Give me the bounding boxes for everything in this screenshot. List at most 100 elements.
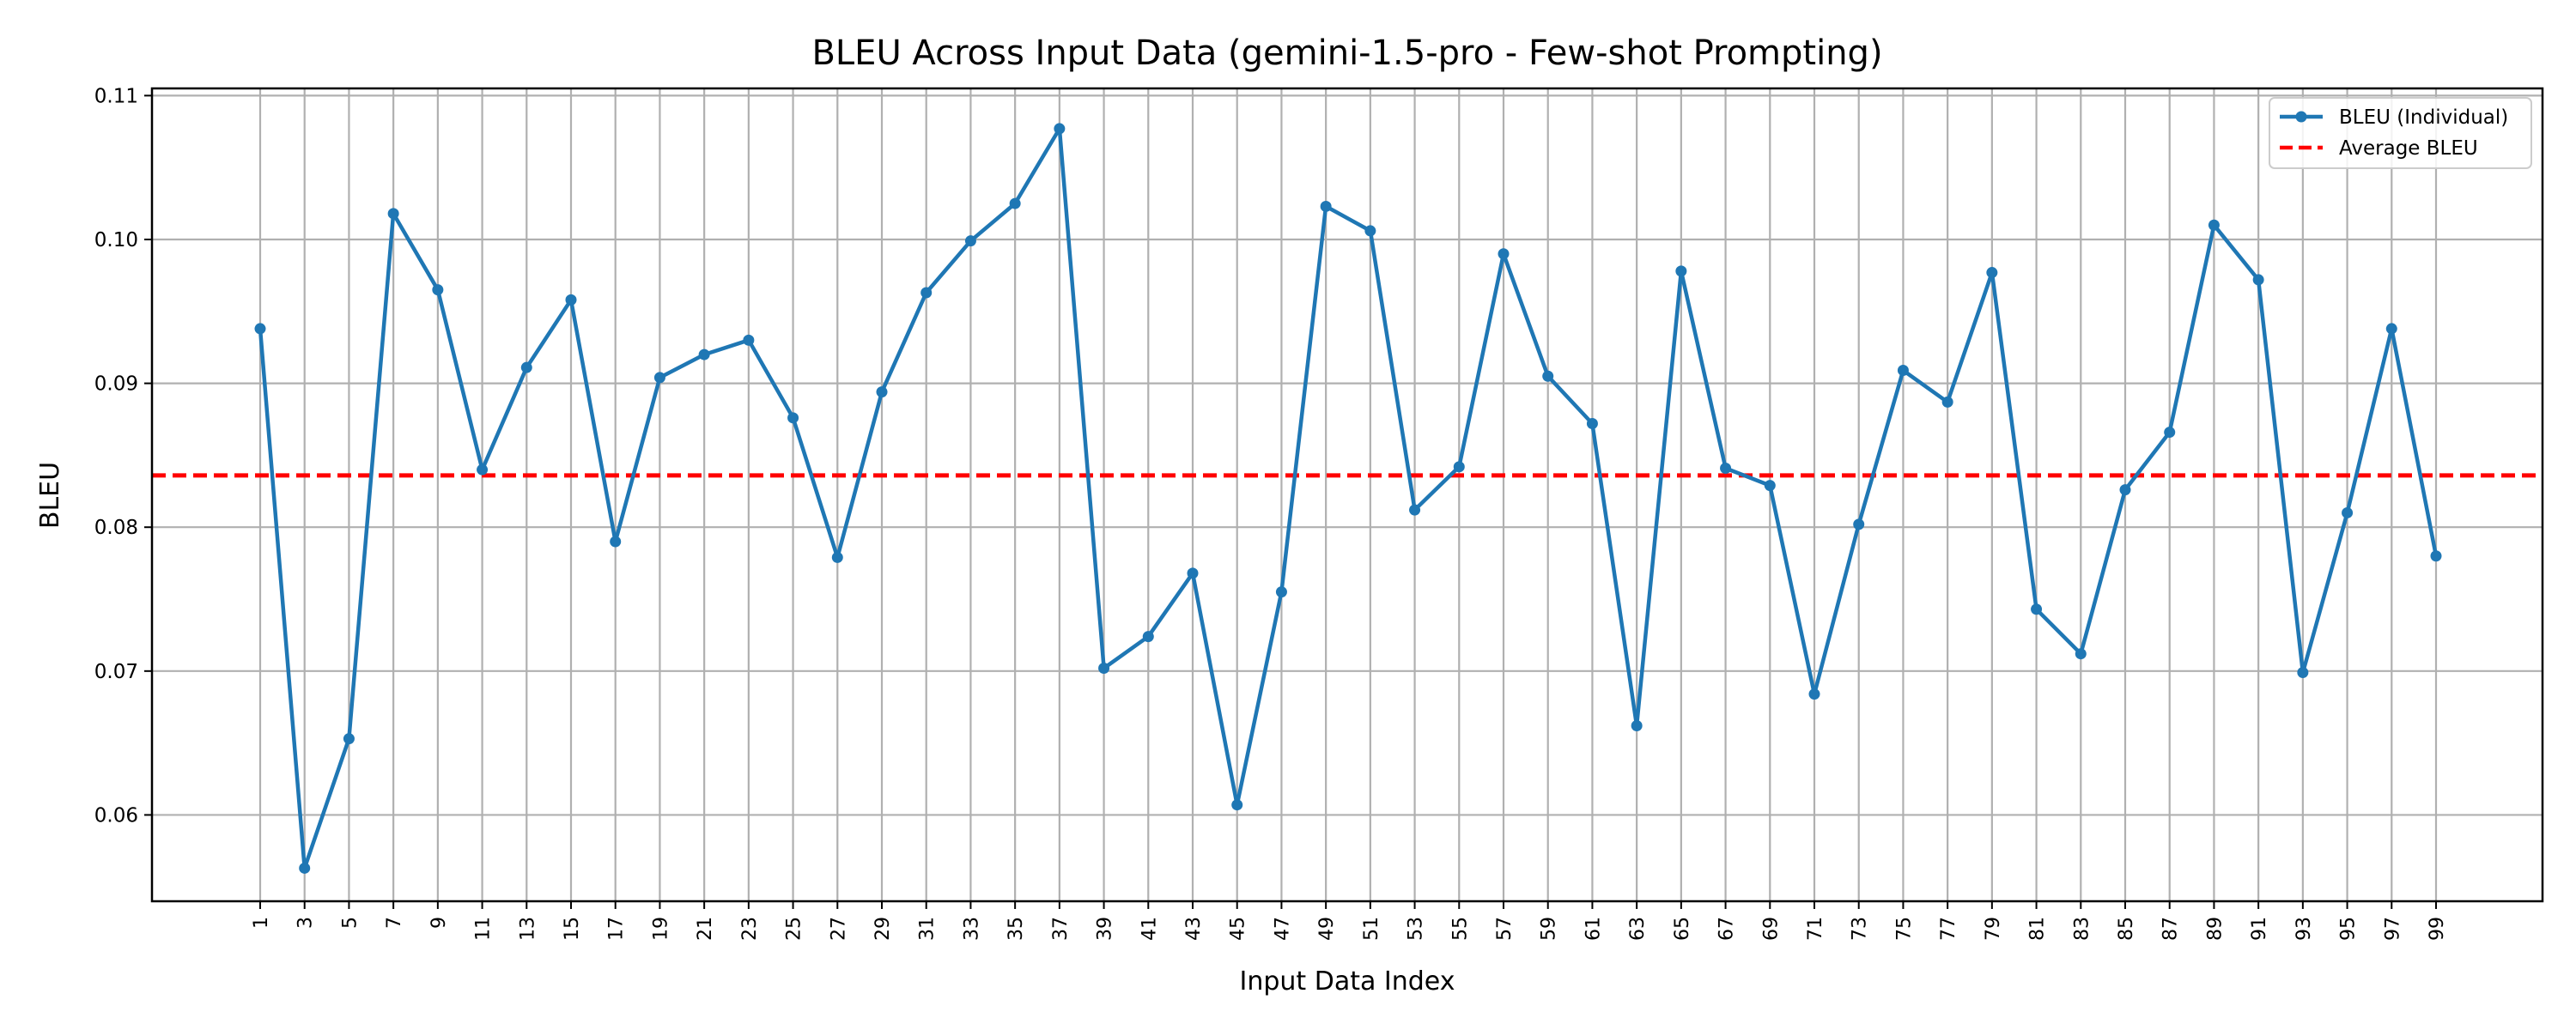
data-point: [2252, 274, 2264, 286]
x-tick-label: 9: [428, 917, 450, 929]
x-tick-label: 33: [961, 917, 982, 941]
y-tick-label: 0.11: [94, 85, 138, 107]
data-point: [1187, 567, 1199, 579]
y-axis-ticks: 0.06 0.07 0.08 0.09 0.10 0.11: [94, 85, 152, 827]
data-point: [2075, 648, 2087, 660]
x-tick-label: 59: [1539, 917, 1560, 941]
data-point: [2208, 219, 2220, 231]
x-tick-label: 69: [1760, 917, 1782, 941]
x-axis-title: Input Data Index: [1240, 966, 1455, 997]
x-tick-label: 47: [1272, 917, 1293, 941]
data-point: [1231, 799, 1243, 811]
x-tick-label: 25: [784, 917, 805, 941]
chart-title: BLEU Across Input Data (gemini-1.5-pro -…: [811, 33, 1882, 73]
x-tick-label: 91: [2249, 917, 2270, 941]
data-point: [1009, 197, 1021, 209]
data-point: [1364, 225, 1376, 237]
x-tick-label: 7: [384, 917, 405, 929]
legend-box: [2269, 97, 2532, 169]
data-point: [254, 323, 266, 335]
x-tick-label: 83: [2071, 917, 2093, 941]
data-point: [743, 334, 755, 346]
y-tick-label: 0.09: [94, 373, 138, 396]
x-tick-label: 17: [606, 917, 628, 941]
data-point: [876, 386, 888, 398]
x-tick-label: 87: [2160, 917, 2182, 941]
x-tick-label: 23: [739, 917, 761, 941]
data-point: [1675, 265, 1687, 277]
y-tick-label: 0.07: [94, 661, 138, 683]
data-point: [1142, 631, 1154, 643]
x-tick-label: 75: [1893, 917, 1915, 941]
x-tick-label: 27: [828, 917, 849, 941]
y-tick-label: 0.10: [94, 229, 138, 251]
data-point: [920, 287, 933, 299]
x-tick-label: 57: [1494, 917, 1516, 941]
x-tick-label: 15: [562, 917, 583, 941]
data-point: [1320, 200, 1332, 212]
data-point: [1098, 662, 1110, 674]
data-point: [1764, 480, 1776, 492]
x-tick-label: 49: [1316, 917, 1338, 941]
data-point: [1986, 267, 1998, 279]
data-point: [698, 348, 710, 360]
x-tick-label: 93: [2293, 917, 2315, 941]
bleu-individual-line: [258, 126, 2439, 870]
x-tick-label: 63: [1627, 917, 1649, 941]
x-tick-label: 43: [1183, 917, 1205, 941]
data-point: [831, 551, 843, 563]
x-tick-label: 29: [872, 917, 894, 941]
data-point: [1941, 396, 1953, 408]
x-tick-label: 55: [1449, 917, 1471, 941]
data-point: [1453, 461, 1465, 473]
data-point: [1542, 370, 1554, 382]
x-tick-label: 45: [1228, 917, 1249, 941]
data-point: [2119, 484, 2131, 496]
data-point: [520, 361, 532, 373]
data-point: [2297, 666, 2309, 678]
x-tick-label: 11: [473, 917, 495, 941]
x-tick-label: 19: [650, 917, 671, 941]
x-tick-label: 67: [1716, 917, 1738, 941]
x-tick-label: 79: [1983, 917, 2004, 941]
data-point: [1498, 248, 1510, 260]
data-point: [1853, 518, 1865, 530]
x-tick-label: 99: [2427, 917, 2448, 941]
data-point: [1054, 123, 1066, 135]
y-tick-label: 0.08: [94, 517, 138, 539]
x-tick-label: 71: [1805, 917, 1826, 941]
x-tick-label: 35: [1005, 917, 1027, 941]
legend-label-average: Average BLEU: [2339, 137, 2478, 160]
plot-frame: [150, 87, 2544, 903]
data-point: [387, 208, 399, 220]
x-tick-label: 37: [1050, 917, 1072, 941]
x-tick-label: 53: [1406, 917, 1427, 941]
x-tick-label: 81: [2027, 917, 2049, 941]
x-axis-ticks: 1 3 5 7 9 11 13 15 17 19 21 23 25 27 29 31 33 35 37 39 41 43 4…: [251, 901, 2448, 941]
data-point: [2164, 427, 2176, 439]
x-tick-label: 89: [2204, 917, 2226, 941]
data-point: [964, 235, 976, 247]
data-point: [1409, 504, 1421, 516]
data-point: [610, 536, 622, 548]
x-tick-label: 73: [1850, 917, 1871, 941]
data-point: [653, 372, 665, 384]
legend: BLEU (Individual) Average BLEU: [2269, 97, 2532, 169]
data-point: [2430, 550, 2442, 562]
x-tick-label: 61: [1583, 917, 1604, 941]
data-point: [1720, 462, 1732, 474]
y-tick-label: 0.06: [94, 804, 138, 827]
data-point: [1275, 586, 1287, 598]
x-tick-label: 13: [517, 917, 538, 941]
x-tick-label: 41: [1139, 917, 1160, 941]
grid-layer: [152, 88, 2543, 901]
x-tick-label: 65: [1672, 917, 1693, 941]
data-point: [1808, 688, 1820, 700]
data-point: [1631, 720, 1643, 732]
x-tick-label: 97: [2382, 917, 2403, 941]
data-point: [477, 464, 489, 476]
x-tick-label: 95: [2338, 917, 2360, 941]
data-point: [343, 733, 355, 745]
x-tick-label: 3: [295, 917, 317, 929]
